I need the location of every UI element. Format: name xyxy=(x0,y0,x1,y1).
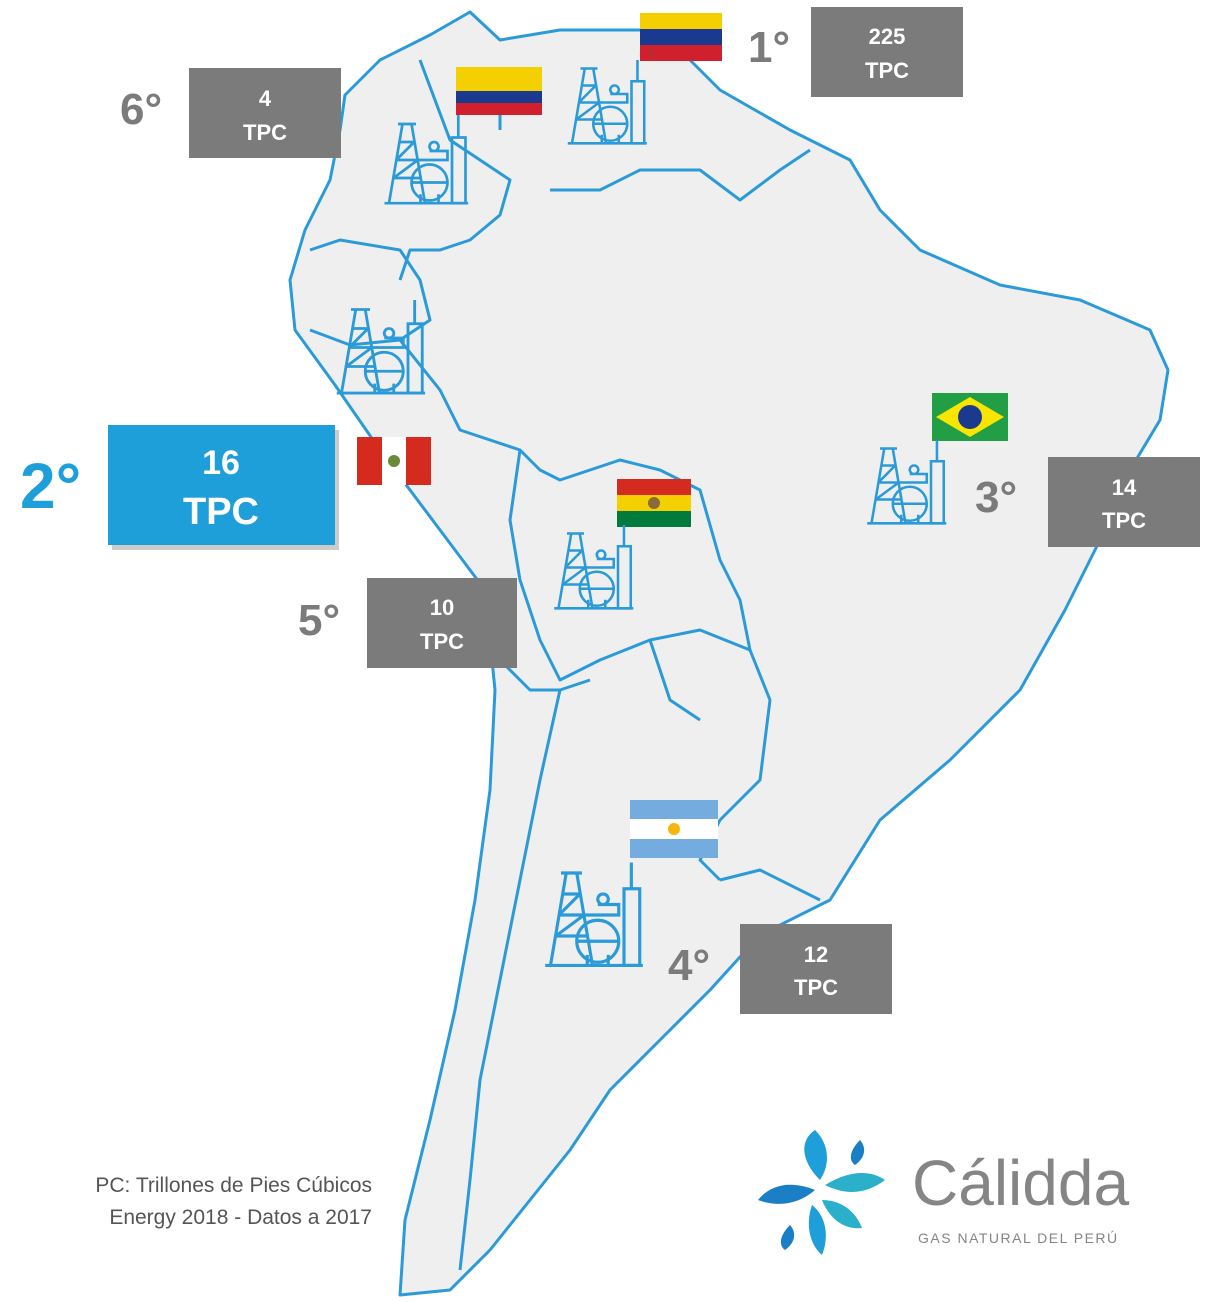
value-box xyxy=(1048,457,1200,547)
unit: TPC xyxy=(420,629,464,654)
rank: 5° xyxy=(298,596,340,645)
unit: TPC xyxy=(1102,508,1146,533)
unit: TPC xyxy=(794,975,838,1000)
footnote: PC: Trillones de Pies Cúbicos xyxy=(95,1174,372,1197)
flag-argentina xyxy=(630,800,718,858)
unit: TPC xyxy=(183,491,259,533)
value-box xyxy=(108,425,335,545)
flag-colombia xyxy=(456,67,542,130)
logo-mark xyxy=(758,1130,885,1255)
value: 225 xyxy=(869,24,906,49)
flag-brazil xyxy=(932,393,1008,441)
logo-name: Cálidda xyxy=(912,1147,1129,1219)
value: 14 xyxy=(1112,475,1137,500)
value-box xyxy=(811,7,963,97)
flag-bolivia xyxy=(617,479,691,527)
value: 4 xyxy=(259,86,272,111)
value: 10 xyxy=(430,595,454,620)
value-box xyxy=(740,924,892,1014)
value-box xyxy=(367,578,517,668)
unit: TPC xyxy=(243,120,287,145)
rank: 4° xyxy=(668,941,710,990)
rank: 1° xyxy=(748,23,790,72)
flag-venezuela xyxy=(640,13,722,61)
flag-peru xyxy=(357,437,431,485)
rank: 6° xyxy=(120,85,162,134)
continent xyxy=(288,10,1170,1297)
value: 12 xyxy=(804,942,828,967)
rank: 3° xyxy=(975,473,1017,522)
footnote: Energy 2018 - Datos a 2017 xyxy=(109,1206,372,1229)
value-box xyxy=(189,68,341,158)
logo-tagline: GAS NATURAL DEL PERÚ xyxy=(918,1230,1119,1246)
value: 16 xyxy=(202,444,240,482)
flags xyxy=(357,13,1008,858)
rank: 2° xyxy=(20,450,81,522)
unit: TPC xyxy=(865,58,909,83)
